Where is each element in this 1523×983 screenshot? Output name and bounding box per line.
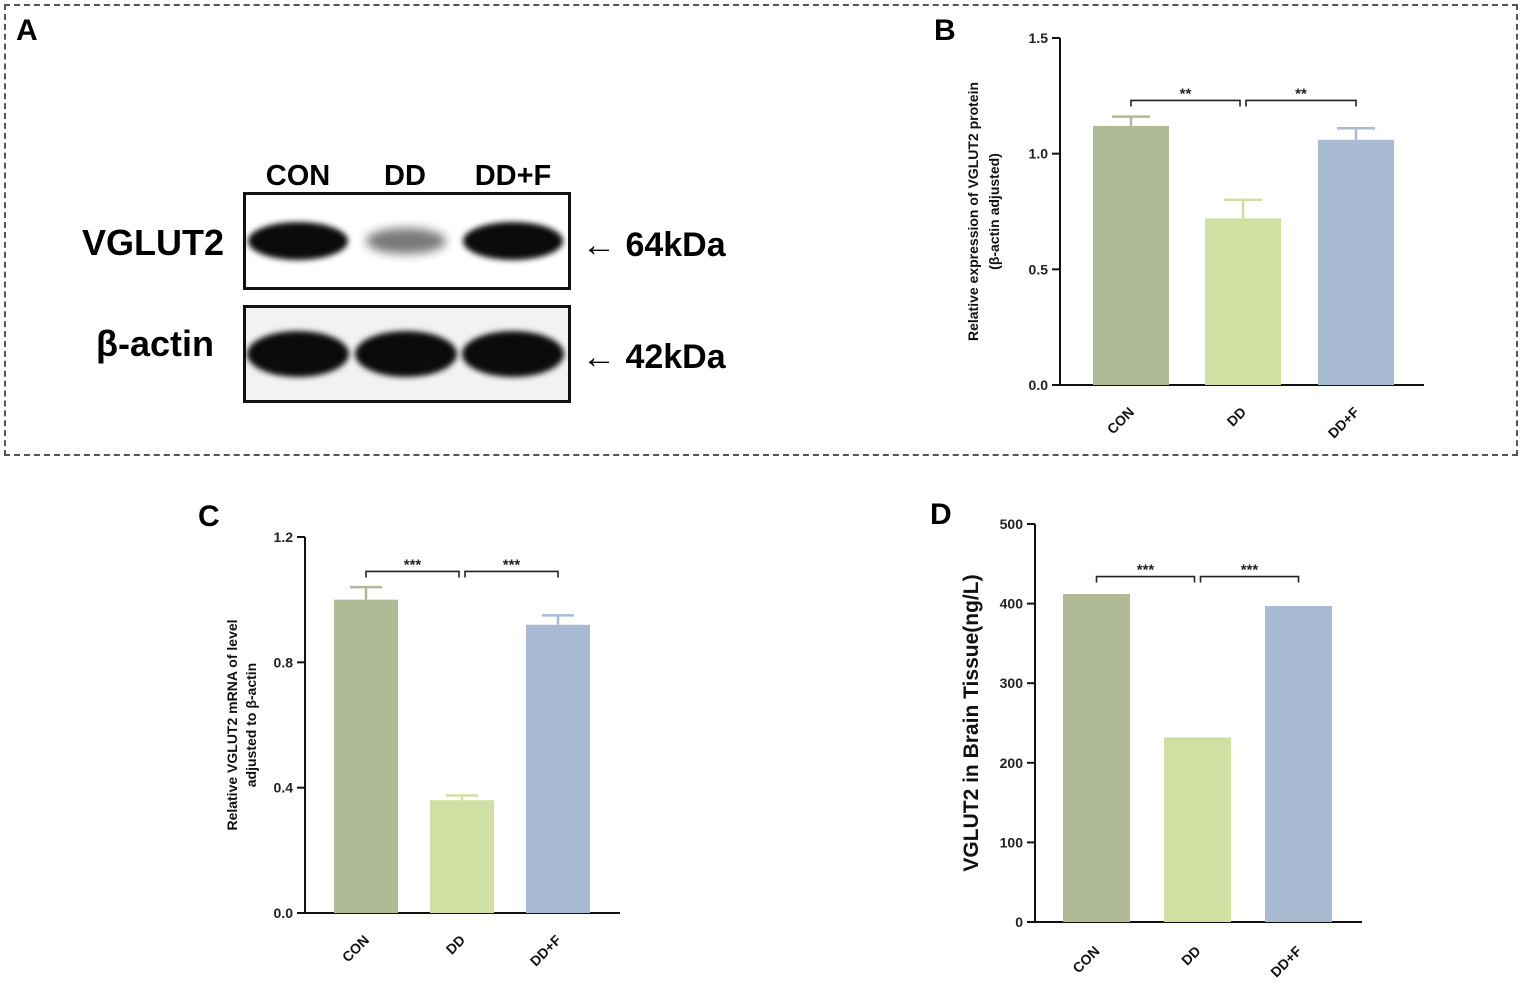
chart-d-category-label-0: CON bbox=[1069, 943, 1102, 976]
chart-c-ylabel-0: Relative VGLUT2 mRNA of level bbox=[224, 619, 240, 830]
chart-d-ytick-label-3: 300 bbox=[1000, 675, 1024, 691]
kda-text: 64kDa bbox=[625, 226, 726, 264]
blot-kda-actin: ← 42kDa bbox=[582, 338, 726, 377]
blot-lane-label-con: CON bbox=[265, 160, 331, 192]
chart-d-bar-2 bbox=[1265, 605, 1332, 922]
blot-band-1-0 bbox=[247, 331, 349, 377]
blot-band-0-0 bbox=[248, 222, 348, 260]
arrow-left-icon: ← bbox=[582, 226, 616, 264]
blot-lane-label-ddf: DD+F bbox=[474, 160, 552, 192]
chart-b-ytick-label-3: 1.5 bbox=[1029, 30, 1049, 46]
chart-d-category-label-2: DD+F bbox=[1267, 942, 1305, 980]
blot-kda-vglut2: ← 64kDa bbox=[582, 226, 726, 265]
kda-text: 42kDa bbox=[625, 338, 726, 376]
blot-lane-label-dd: DD bbox=[384, 160, 426, 192]
chart-c-bar-0 bbox=[334, 599, 398, 913]
blot-membrane-vglut2 bbox=[243, 192, 571, 290]
chart-d-bar-1 bbox=[1164, 737, 1231, 922]
chart-b-bar-1 bbox=[1205, 218, 1281, 385]
chart-d-sig-bracket-0 bbox=[1095, 575, 1196, 583]
arrow-left-icon: ← bbox=[582, 338, 616, 376]
chart-c-category-label-1: DD bbox=[442, 932, 468, 958]
chart-d-category-label-1: DD bbox=[1178, 943, 1204, 969]
blot-band-1-2 bbox=[462, 331, 564, 377]
blot-band-0-2 bbox=[463, 222, 563, 260]
chart-d-sig-bracket-1 bbox=[1199, 575, 1300, 583]
blot-row-label-vglut2: VGLUT2 bbox=[82, 222, 225, 263]
panel-letter-a: A bbox=[16, 14, 38, 47]
chart-b-category-label-0: CON bbox=[1104, 404, 1137, 437]
chart-b-category-label-2: DD+F bbox=[1325, 403, 1363, 441]
chart-c-ytick-label-0: 0.0 bbox=[274, 905, 294, 921]
chart-b-category-label-1: DD bbox=[1223, 404, 1249, 430]
panel-letter-b: B bbox=[934, 14, 956, 47]
chart-c-category-label-0: CON bbox=[339, 932, 372, 965]
chart-c-category-label-2: DD+F bbox=[527, 931, 565, 969]
blot-band-0-1 bbox=[366, 228, 446, 254]
panel-ab-frame bbox=[4, 4, 1518, 456]
chart-d-ytick-label-2: 200 bbox=[1000, 755, 1024, 771]
chart-d-ytick-label-1: 100 bbox=[1000, 834, 1024, 850]
chart-d-sig-label-1: *** bbox=[1241, 562, 1259, 579]
chart-c-bar-2 bbox=[526, 624, 590, 913]
chart-b-ytick-label-0: 0.0 bbox=[1029, 377, 1049, 393]
panel-letter-c: C bbox=[198, 500, 220, 533]
chart-b-bar-0 bbox=[1093, 125, 1169, 385]
chart-b-ytick-label-1: 0.5 bbox=[1029, 261, 1049, 277]
chart-c-ylabel-1: adjusted to β-actin bbox=[243, 663, 259, 787]
chart-d-sig-label-0: *** bbox=[1137, 562, 1155, 579]
chart-b-bar-2 bbox=[1318, 139, 1394, 385]
chart-b-sig-label-1: ** bbox=[1295, 85, 1307, 102]
panel-letter-d: D bbox=[930, 498, 952, 531]
chart-d-ylabel-0: VGLUT2 in Brain Tissue(ng/L) bbox=[960, 574, 983, 871]
chart-d-bar-0 bbox=[1063, 594, 1130, 922]
chart-d-ytick-label-0: 0 bbox=[1015, 914, 1023, 930]
chart-c-sig-bracket-1 bbox=[464, 570, 559, 578]
blot-band-1-1 bbox=[355, 331, 457, 377]
chart-c-ytick-label-2: 0.8 bbox=[274, 654, 294, 670]
chart-c-sig-bracket-0 bbox=[365, 570, 460, 578]
chart-b-ylabel-1: (β-actin adjusted) bbox=[986, 153, 1002, 270]
chart-b-ytick-label-2: 1.0 bbox=[1029, 146, 1049, 162]
chart-b-sig-bracket-0 bbox=[1130, 99, 1241, 107]
chart-d-ytick-label-5: 500 bbox=[1000, 516, 1024, 532]
blot-membrane-actin bbox=[243, 305, 571, 403]
chart-c-bar-1 bbox=[430, 800, 494, 913]
chart-c-sig-label-0: *** bbox=[404, 556, 422, 573]
chart-c-ytick-label-1: 0.4 bbox=[274, 780, 294, 796]
chart-c-sig-label-1: *** bbox=[503, 556, 521, 573]
chart-d-ytick-label-4: 400 bbox=[1000, 596, 1024, 612]
chart-c-ytick-label-3: 1.2 bbox=[274, 529, 294, 545]
blot-row-label-actin: β-actin bbox=[96, 323, 214, 364]
chart-b-sig-label-0: ** bbox=[1180, 85, 1192, 102]
chart-b-ylabel-0: Relative expression of VGLUT2 protein bbox=[965, 82, 981, 341]
chart-b-sig-bracket-1 bbox=[1245, 99, 1357, 107]
